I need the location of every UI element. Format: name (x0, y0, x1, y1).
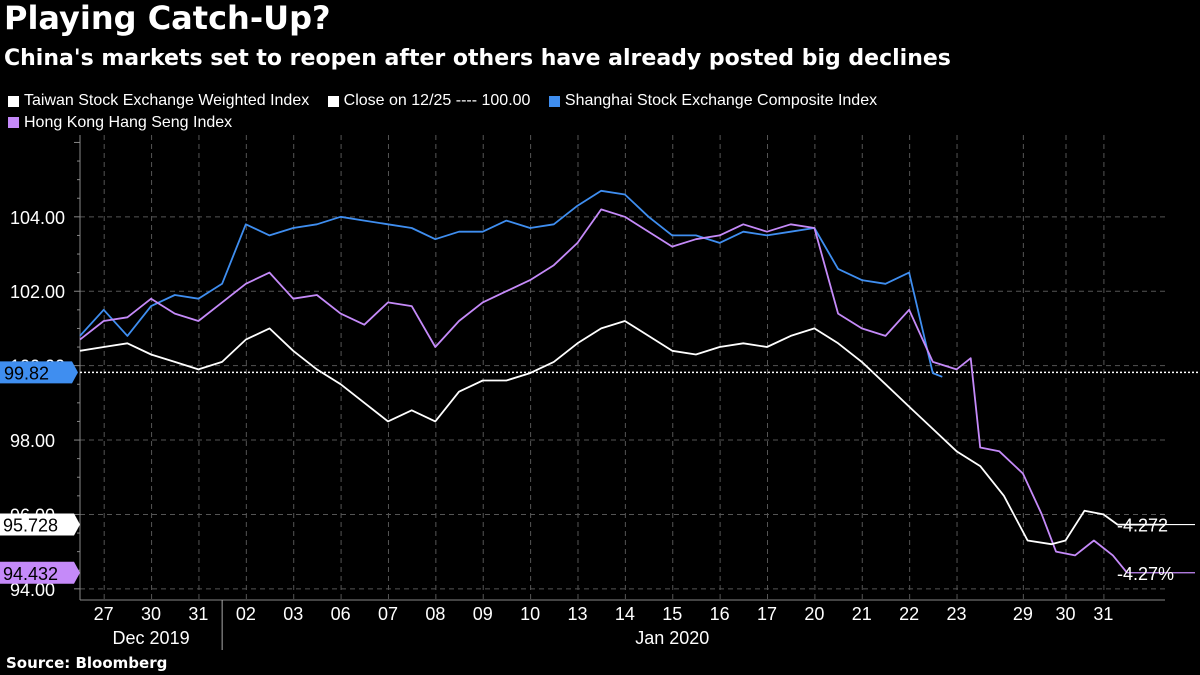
legend-label-taiwan: Taiwan Stock Exchange Weighted Index (24, 92, 310, 109)
x-tick-label: 10 (520, 604, 540, 624)
x-tick-label: 30 (141, 604, 161, 624)
x-tick-label: 23 (947, 604, 967, 624)
x-tick-label: 31 (1093, 604, 1113, 624)
y-tick-label: 104.00 (10, 208, 65, 228)
series-line-shanghai (79, 189, 943, 378)
x-tick-label: 22 (899, 604, 919, 624)
legend-item-close-reference: Close on 12/25 ---- 100.00 (327, 91, 531, 111)
x-tick-label: 13 (567, 604, 587, 624)
x-tick-label: 21 (852, 604, 872, 624)
x-tick-label: 06 (331, 604, 351, 624)
series-line-hangseng (79, 208, 1128, 574)
legend-label-hangseng: Hong Kong Hang Seng Index (24, 113, 233, 131)
source-note: Source: Bloomberg (6, 654, 168, 672)
y-tick-label: 102.00 (10, 282, 65, 302)
reference-value-badge (0, 361, 78, 384)
x-tick-label: 17 (757, 604, 777, 624)
y-tick-label: 94.00 (10, 580, 55, 600)
x-tick-label: 30 (1055, 604, 1075, 624)
end-value-badge-taiwan (0, 513, 80, 536)
x-tick-label: 08 (425, 604, 445, 624)
reference-value-label: 99.82 (4, 363, 49, 383)
end-change-label-hangseng: -4.27% (1117, 564, 1174, 584)
legend-item-hangseng: Hong Kong Hang Seng Index (8, 113, 232, 133)
legend-swatch-hangseng (8, 117, 19, 128)
legend-swatch-taiwan (8, 95, 19, 107)
legend-item-shanghai: Shanghai Stock Exchange Composite Index (548, 91, 878, 111)
x-tick-label: 09 (473, 604, 493, 624)
end-change-label-taiwan: -4.272 (1117, 516, 1168, 536)
x-month-label: Dec 2019 (113, 628, 190, 648)
x-tick-label: 31 (188, 604, 208, 624)
x-month-label: Jan 2020 (635, 628, 709, 648)
x-tick-label: 02 (236, 604, 256, 624)
x-tick-label: 14 (615, 604, 635, 624)
end-value-badge-hangseng (0, 561, 80, 584)
chart-title: Playing Catch-Up? (4, 0, 331, 37)
x-tick-label: 03 (283, 604, 303, 624)
legend: Taiwan Stock Exchange Weighted Index Clo… (8, 91, 1128, 134)
x-tick-label: 15 (662, 604, 682, 624)
x-tick-label: 20 (804, 604, 824, 624)
chart-subtitle: China's markets set to reopen after othe… (4, 46, 951, 71)
x-tick-label: 07 (378, 604, 398, 624)
legend-label-shanghai: Shanghai Stock Exchange Composite Index (564, 92, 878, 109)
y-tick-label: 98.00 (10, 431, 55, 451)
end-value-label-taiwan: 95.728 (3, 516, 58, 536)
x-tick-label: 16 (710, 604, 730, 624)
x-tick-label: 27 (94, 604, 114, 624)
series-line-taiwan (79, 320, 1165, 546)
legend-swatch-shanghai (548, 95, 560, 107)
legend-label-close-reference: Close on 12/25 ---- 100.00 (343, 92, 531, 109)
x-tick-label: 29 (1013, 604, 1033, 624)
legend-item-taiwan: Taiwan Stock Exchange Weighted Index (8, 91, 309, 111)
end-value-label-hangseng: 94.432 (3, 564, 58, 584)
legend-swatch-close-reference (327, 95, 339, 107)
